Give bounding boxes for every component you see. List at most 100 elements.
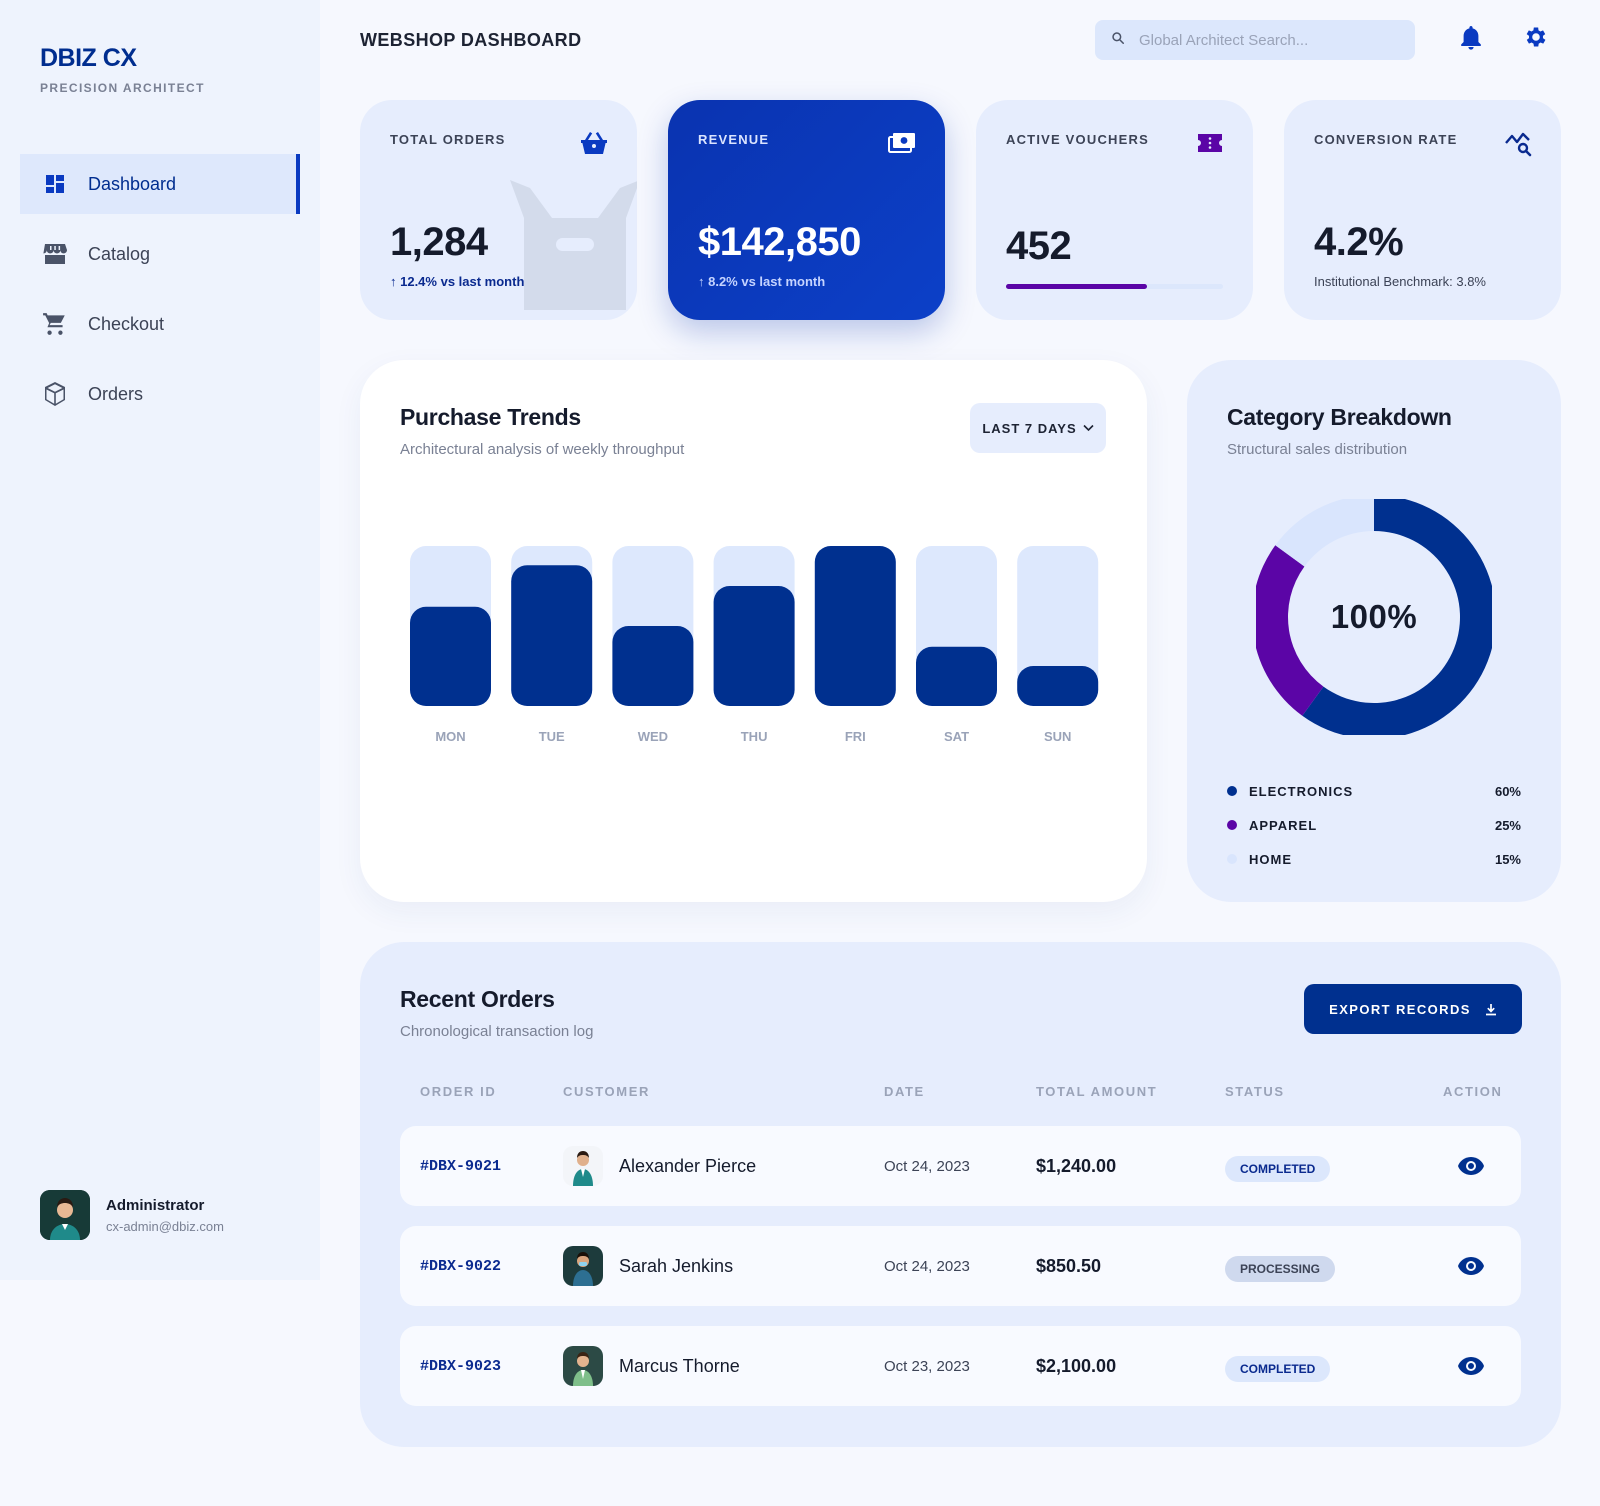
chevron-down-icon	[1083, 424, 1094, 432]
view-order-button[interactable]	[1457, 1126, 1485, 1206]
column-header-order-id[interactable]: ORDER ID	[420, 1084, 497, 1099]
column-header-status[interactable]: STATUS	[1225, 1084, 1285, 1099]
customer-cell: Marcus Thorne	[563, 1326, 740, 1406]
legend-name: ELECTRONICS	[1249, 783, 1354, 799]
view-order-button[interactable]	[1457, 1226, 1485, 1306]
status-cell: PROCESSING	[1225, 1226, 1336, 1306]
stat-value: 1,284	[390, 220, 488, 264]
order-amount: $1,240.00	[1036, 1155, 1117, 1176]
customer-cell: Alexander Pierce	[563, 1126, 756, 1206]
donut-slice-home[interactable]	[1275, 495, 1374, 567]
panel-subtitle: Structural sales distribution	[1227, 441, 1408, 458]
stat-benchmark: Institutional Benchmark: 3.8%	[1314, 274, 1486, 289]
legend-dot	[1227, 854, 1237, 864]
stat-label: CONVERSION RATE	[1314, 132, 1458, 147]
query-stats-icon	[1503, 128, 1533, 158]
export-label: EXPORT RECORDS	[1329, 1001, 1471, 1017]
bar-wed[interactable]	[612, 626, 694, 706]
legend-item-apparel: APPAREL 25%	[1227, 808, 1521, 842]
stat-label: TOTAL ORDERS	[390, 132, 506, 147]
storefront-icon	[42, 241, 68, 267]
legend-item-home: HOME 15%	[1227, 842, 1521, 876]
eye-icon	[1458, 1257, 1484, 1275]
donut-svg	[1252, 495, 1496, 739]
legend-item-electronics: ELECTRONICS 60%	[1227, 774, 1521, 808]
basket-watermark-icon	[510, 180, 637, 315]
sidebar-item-checkout[interactable]: Checkout	[20, 294, 300, 354]
customer-name: Marcus Thorne	[619, 1355, 740, 1376]
stat-value: $142,850	[698, 220, 861, 264]
panel-title: Category Breakdown	[1227, 404, 1452, 430]
legend-name: HOME	[1249, 851, 1292, 867]
x-tick-label: MON	[435, 729, 465, 744]
notifications-button[interactable]	[1456, 24, 1486, 54]
bar-mon[interactable]	[410, 606, 491, 706]
table-row: #DBX-9022 Sarah Jenkins Oct 24, 2023 $85…	[400, 1226, 1521, 1306]
sidebar-item-label: Checkout	[88, 313, 165, 334]
x-tick-label: WED	[638, 729, 668, 744]
view-order-button[interactable]	[1457, 1326, 1485, 1406]
recent-orders-panel: Recent Orders Chronological transaction …	[360, 942, 1561, 1447]
voucher-progress-bar	[1006, 284, 1223, 289]
search-icon	[1111, 31, 1125, 50]
panel-title: Recent Orders	[400, 986, 555, 1012]
donut-center-label: 100%	[1330, 598, 1418, 635]
stat-card-conversion-rate: CONVERSION RATE 4.2% Institutional Bench…	[1284, 100, 1561, 320]
column-header-action: ACTION	[1443, 1084, 1503, 1099]
search-box	[1095, 20, 1415, 60]
avatar	[563, 1146, 603, 1186]
sidebar-nav: Dashboard Catalog Checkout Orders	[20, 154, 300, 434]
basket-icon	[579, 128, 609, 158]
panel-title: Purchase Trends	[400, 404, 581, 430]
brand: DBIZ CX PRECISION ARCHITECT	[40, 44, 205, 95]
user-profile[interactable]: Administrator cx-admin@dbiz.com	[40, 1190, 224, 1240]
sidebar-item-label: Dashboard	[88, 173, 177, 194]
eye-icon	[1458, 1357, 1484, 1375]
stat-value: 4.2%	[1314, 220, 1404, 264]
bar-fri[interactable]	[814, 546, 896, 706]
table-row: #DBX-9023 Marcus Thorne Oct 23, 2023 $2,…	[400, 1326, 1521, 1406]
brand-title: DBIZ CX	[40, 44, 137, 72]
stat-label: REVENUE	[698, 132, 770, 147]
stat-card-total-orders: TOTAL ORDERS 1,284 ↑ 12.4% vs last month	[360, 100, 637, 320]
gear-icon	[1523, 24, 1549, 55]
order-date: Oct 24, 2023	[884, 1257, 970, 1275]
stat-card-revenue: REVENUE $142,850 ↑ 8.2% vs last month	[668, 100, 945, 320]
date-range-label: LAST 7 DAYS	[982, 420, 1077, 436]
column-header-total-amount[interactable]: TOTAL AMOUNT	[1036, 1084, 1158, 1099]
customer-name: Sarah Jenkins	[619, 1255, 734, 1276]
purchase-trends-panel: Purchase Trends Architectural analysis o…	[360, 360, 1147, 902]
donut-slice-electronics[interactable]	[1302, 495, 1496, 739]
sidebar-item-catalog[interactable]: Catalog	[20, 224, 300, 284]
sidebar-item-dashboard[interactable]: Dashboard	[20, 154, 300, 214]
bar-thu[interactable]	[713, 586, 795, 706]
legend-name: APPAREL	[1249, 817, 1318, 833]
search-input[interactable]	[1139, 31, 1389, 49]
brand-subtitle: PRECISION ARCHITECT	[40, 81, 205, 95]
payments-icon	[887, 128, 917, 158]
bar-sat[interactable]	[916, 646, 997, 706]
x-tick-label: SAT	[944, 729, 969, 744]
ticket-icon	[1195, 128, 1225, 158]
column-header-date[interactable]: DATE	[884, 1084, 925, 1099]
date-range-dropdown[interactable]: LAST 7 DAYS	[970, 403, 1106, 453]
sidebar-item-orders[interactable]: Orders	[20, 364, 300, 424]
sidebar-item-label: Catalog	[88, 243, 151, 264]
column-header-customer[interactable]: CUSTOMER	[563, 1084, 650, 1099]
table-row: #DBX-9021 Alexander Pierce Oct 24, 2023 …	[400, 1126, 1521, 1206]
donut-slice-apparel[interactable]	[1252, 545, 1324, 716]
x-tick-label: SUN	[1044, 729, 1071, 744]
sidebar-item-label: Orders	[88, 383, 144, 404]
bar-tue[interactable]	[511, 565, 593, 706]
order-id[interactable]: #DBX-9021	[420, 1157, 502, 1175]
status-badge: COMPLETED	[1225, 1356, 1331, 1382]
page-title: WEBSHOP DASHBOARD	[360, 30, 582, 50]
order-id[interactable]: #DBX-9023	[420, 1357, 502, 1375]
stat-trend: ↑ 12.4% vs last month	[390, 274, 525, 289]
order-amount: $2,100.00	[1036, 1355, 1117, 1376]
settings-button[interactable]	[1521, 24, 1551, 54]
bar-sun[interactable]	[1017, 666, 1099, 706]
export-records-button[interactable]: EXPORT RECORDS	[1304, 984, 1522, 1034]
order-id[interactable]: #DBX-9022	[420, 1257, 502, 1275]
voucher-progress-fill	[1006, 284, 1148, 289]
